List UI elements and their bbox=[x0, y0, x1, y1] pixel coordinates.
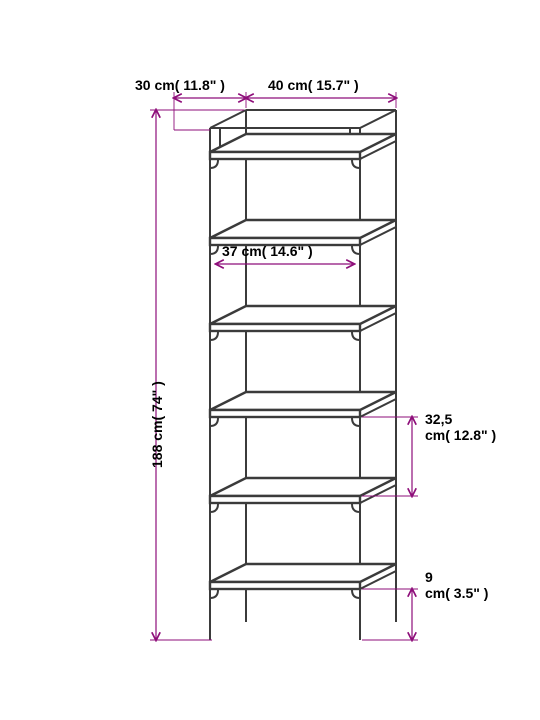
diagram-svg bbox=[0, 0, 540, 720]
dim-foot-label-1: 9 bbox=[425, 570, 433, 585]
dim-gap-label-2: cm( 12.8" ) bbox=[425, 428, 496, 443]
dim-depth-label: 30 cm( 11.8" ) bbox=[135, 78, 225, 93]
dim-innerw-label: 37 cm( 14.6" ) bbox=[222, 244, 313, 259]
dim-height-label: 188 cm( 74" ) bbox=[150, 381, 165, 468]
dimension-lines bbox=[150, 92, 418, 640]
shelving-unit bbox=[210, 110, 396, 640]
dim-foot-label-2: cm( 3.5" ) bbox=[425, 586, 488, 601]
diagram-stage: 30 cm( 11.8" ) 40 cm( 15.7" ) 37 cm( 14.… bbox=[0, 0, 540, 720]
dim-width-label: 40 cm( 15.7" ) bbox=[268, 78, 359, 93]
dim-gap-label-1: 32,5 bbox=[425, 412, 452, 427]
